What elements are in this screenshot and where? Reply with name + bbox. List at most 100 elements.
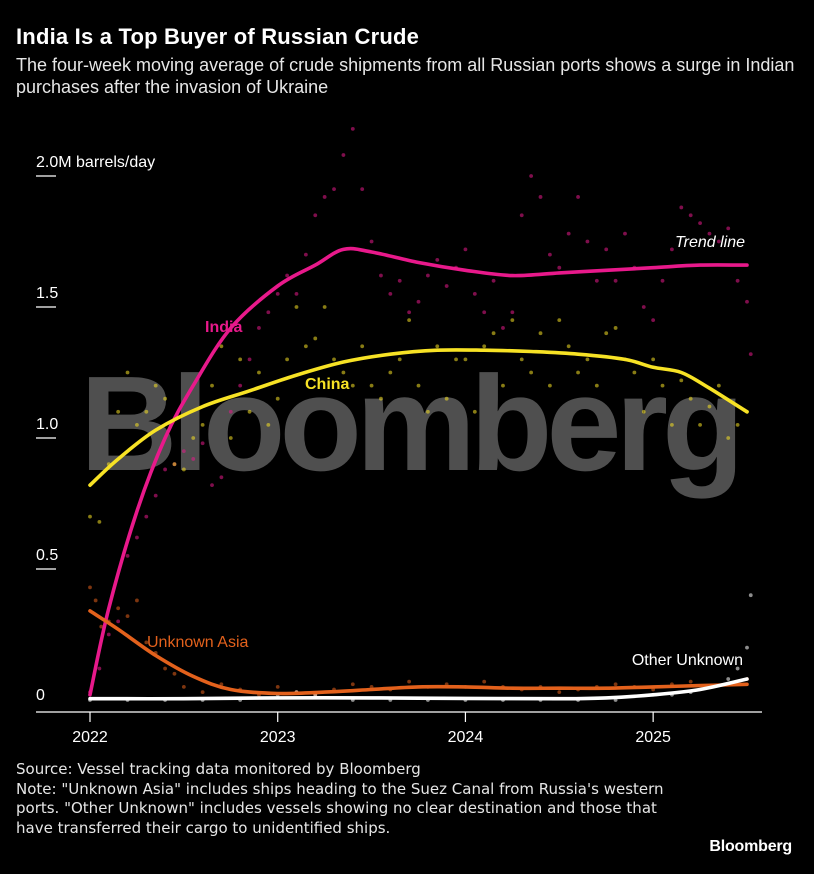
brand-logo: Bloomberg (709, 838, 792, 855)
china-point (557, 318, 562, 322)
china-point (275, 396, 280, 401)
china-point (285, 357, 289, 362)
china-point (444, 396, 449, 401)
china-point (369, 383, 374, 388)
china-point (303, 344, 308, 349)
china-point (350, 383, 355, 388)
india-point (181, 449, 186, 453)
china-point (191, 436, 196, 440)
china-point (200, 423, 205, 427)
india-point (350, 126, 355, 131)
china-point (135, 423, 139, 427)
china-point (360, 344, 365, 349)
china-point (548, 383, 552, 388)
india-point (97, 666, 102, 671)
x-tick-label: 2024 (448, 729, 484, 746)
china-point (707, 404, 712, 409)
india-point (670, 247, 674, 252)
india-point (313, 213, 318, 218)
unknown-asia-point (407, 679, 412, 684)
x-tick-label: 2025 (635, 729, 671, 746)
china-point (519, 357, 524, 362)
india-point (519, 213, 524, 218)
china-point (172, 462, 177, 467)
china-trend-line (88, 348, 749, 487)
india-point (698, 221, 702, 226)
india-point (688, 213, 693, 218)
china-point (219, 344, 224, 349)
india-point (641, 305, 646, 309)
china-point (641, 409, 646, 414)
china-point (163, 396, 167, 401)
china-point (116, 409, 121, 414)
trend-lines (88, 246, 749, 701)
unknown-asia-point (135, 598, 139, 603)
china-point (388, 370, 393, 375)
china-point (454, 357, 458, 362)
unknown-asia-trend-line (88, 609, 749, 696)
india-point (538, 195, 543, 199)
india-point (303, 252, 308, 257)
india-point (407, 310, 412, 315)
y-tick-label: 1.5 (36, 285, 58, 302)
china-point (585, 357, 590, 362)
methodology-note: Note: "Unknown Asia" includes ships head… (16, 779, 664, 837)
china-point (97, 519, 102, 524)
china-point (501, 383, 505, 388)
india-point (594, 278, 599, 283)
india-point (472, 292, 477, 296)
india-point (604, 247, 609, 252)
china-point (294, 305, 299, 309)
bloomberg-watermark: Bloomberg (80, 348, 739, 499)
india-point (748, 352, 753, 357)
chart-subtitle: The four-week moving average of crude sh… (16, 55, 795, 97)
india-point (388, 292, 393, 296)
china-point (679, 378, 684, 383)
india-point (463, 247, 468, 252)
india-point (379, 273, 383, 278)
india-point (660, 278, 665, 283)
china-point (651, 357, 656, 362)
china-point (341, 370, 346, 375)
india-point (557, 265, 562, 270)
china-point (407, 318, 412, 322)
china-point (210, 383, 214, 388)
unknown-asia-point (116, 606, 121, 611)
unknown-asia-point (613, 682, 618, 687)
y-tick-label: 2.0M barrels/day (36, 154, 155, 171)
y-tick-label: 0.5 (36, 547, 58, 564)
india-point (397, 278, 402, 283)
unknown-asia-point (163, 666, 167, 671)
india-point (341, 153, 346, 157)
china-point (228, 436, 233, 440)
unknown-asia-point (88, 585, 92, 590)
india-trend-line (88, 246, 749, 697)
unknown-asia-point (99, 624, 104, 629)
india-point (322, 195, 327, 199)
china-point (472, 409, 477, 414)
other-unknown-point (745, 645, 749, 650)
china-point (153, 383, 158, 388)
china-point (698, 423, 702, 427)
china-point (716, 383, 721, 388)
china-point (576, 370, 580, 375)
india-point (510, 310, 515, 315)
other-unknown-point (735, 666, 740, 671)
china-point (238, 357, 243, 362)
china-point (632, 370, 637, 375)
india-point (153, 493, 158, 498)
china-point (491, 331, 496, 336)
unknown-asia-label: Unknown Asia (147, 634, 248, 651)
india-point (416, 299, 421, 304)
china-point (463, 357, 468, 362)
other-unknown-point (726, 677, 731, 681)
india-point (125, 554, 130, 558)
china-point (604, 331, 609, 336)
india-point (285, 273, 289, 278)
india-point (275, 292, 280, 296)
china-point (482, 344, 487, 349)
india-point (191, 457, 196, 461)
unknown-asia-point (93, 598, 98, 603)
india-point (651, 318, 656, 322)
